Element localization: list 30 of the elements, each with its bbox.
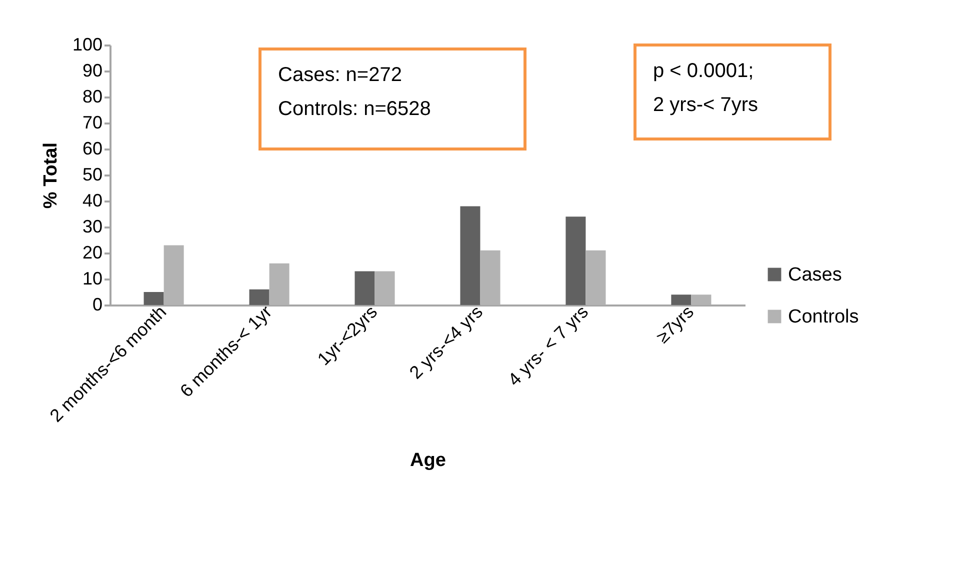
bar <box>460 206 480 305</box>
legend-label: Controls <box>788 306 859 328</box>
y-tick-label: 50 <box>82 164 102 184</box>
y-tick-label: 100 <box>72 34 102 54</box>
bar <box>354 271 375 305</box>
annotation: Cases: n=272 Controls: n=6528 <box>278 64 431 120</box>
annotation: p < 0.0001; 2 yrs-< 7yrs <box>653 60 758 116</box>
bar <box>144 292 164 305</box>
bar <box>691 294 712 305</box>
bar <box>671 294 692 305</box>
y-tick-label: 40 <box>82 190 102 210</box>
bar <box>374 271 395 305</box>
x-tick-label: 4 yrs- < 7 yrs <box>504 302 592 390</box>
bar <box>566 216 586 305</box>
bar <box>164 245 184 305</box>
y-axis-title: % Total <box>40 142 62 209</box>
bar <box>480 250 500 305</box>
y-tick-label: 10 <box>82 268 102 288</box>
legend-label: Cases <box>788 264 842 286</box>
y-tick-label: 80 <box>82 86 102 106</box>
bar <box>249 289 270 305</box>
y-tick-label: 20 <box>82 242 102 262</box>
y-tick-label: 70 <box>82 112 102 132</box>
y-tick-label: 30 <box>82 216 102 236</box>
x-axis-title: Age <box>410 450 446 471</box>
bar <box>586 250 606 305</box>
bar <box>269 263 290 305</box>
y-tick-label: 60 <box>82 138 102 158</box>
y-tick-label: 90 <box>82 60 102 80</box>
y-tick-label: 0 <box>92 294 102 314</box>
